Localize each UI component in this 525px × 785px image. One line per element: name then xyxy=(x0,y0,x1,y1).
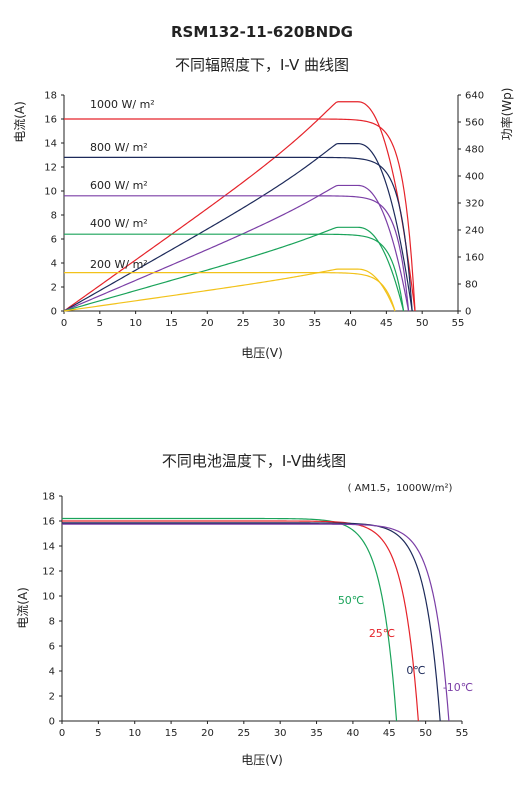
page-title: RSM132-11-620BNDG xyxy=(171,23,353,41)
c1-iv-curve-2 xyxy=(64,195,410,312)
c1-y2-tick-label: 640 xyxy=(465,91,484,102)
c1-x-tick-label: 30 xyxy=(273,318,286,329)
c1-y2-tick-label: 320 xyxy=(465,199,484,210)
c1-iv-curve-0 xyxy=(64,118,416,312)
c1-y-tick-label: 4 xyxy=(51,259,57,270)
c2-x-tick-label: 35 xyxy=(310,728,323,739)
c1-x-tick-label: 40 xyxy=(344,318,357,329)
chart2-x-axis-label: 电压(V) xyxy=(241,753,283,767)
c1-x-tick-label: 0 xyxy=(61,318,67,329)
c2-x-tick-label: 50 xyxy=(419,728,432,739)
c2-y-tick-label: 4 xyxy=(49,667,55,678)
c2-x-tick-label: 45 xyxy=(383,728,396,739)
c2-x-tick-label: 0 xyxy=(59,728,65,739)
c1-y-tick-label: 18 xyxy=(44,91,57,102)
c1-series-label-3: 400 W/ m² xyxy=(90,217,148,230)
c1-y2-tick-label: 0 xyxy=(465,307,471,318)
c1-y2-tick-label: 240 xyxy=(465,226,484,237)
c2-series-label-1: 25℃ xyxy=(369,627,395,640)
c2-iv-curve-0 xyxy=(62,517,398,722)
c1-x-tick-label: 55 xyxy=(452,318,465,329)
c1-x-tick-label: 10 xyxy=(129,318,142,329)
c1-iv-curve-4 xyxy=(64,272,396,312)
temperature-iv-chart: 不同电池温度下，I-V曲线图 ( AM1.5，1000W/m²) 0 5 10 15 2… xyxy=(16,452,473,767)
c1-y-tick-label: 2 xyxy=(51,283,57,294)
c1-y2-tick-label: 400 xyxy=(465,172,484,183)
c1-y-tick-label: 0 xyxy=(51,307,57,318)
c1-y-tick-label: 14 xyxy=(44,139,57,150)
c1-x-tick-label: 5 xyxy=(97,318,103,329)
c1-x-tick-label: 15 xyxy=(165,318,178,329)
c2-x-tick-label: 15 xyxy=(165,728,178,739)
c2-x-tick-label: 5 xyxy=(95,728,101,739)
c2-y-tick-label: 8 xyxy=(49,617,55,628)
c2-series-label-3: -10℃ xyxy=(443,681,473,694)
c2-y-tick-label: 12 xyxy=(42,567,55,578)
c1-power-curve-0 xyxy=(63,101,416,312)
irradiance-iv-chart: 不同辐照度下，I-V 曲线图 0 5 10 15 20 25 30 35 40 45 50 55024… xyxy=(13,56,514,360)
c1-iv-curve-3 xyxy=(64,233,405,312)
chart2-title: 不同电池温度下，I-V曲线图 xyxy=(162,452,346,470)
c1-iv-curve-1 xyxy=(64,156,413,312)
c2-y-tick-label: 0 xyxy=(49,717,55,728)
chart1-x-axis-label: 电压(V) xyxy=(241,346,283,360)
c1-x-tick-label: 50 xyxy=(416,318,429,329)
c1-y2-tick-label: 560 xyxy=(465,118,484,129)
c2-y-tick-label: 14 xyxy=(42,542,55,553)
c1-y-tick-label: 10 xyxy=(44,187,57,198)
c2-x-tick-label: 40 xyxy=(347,728,360,739)
chart1-y2-axis-label: 功率(Wp) xyxy=(499,88,514,141)
c1-y-tick-label: 6 xyxy=(51,235,57,246)
c1-x-tick-label: 25 xyxy=(237,318,250,329)
c2-x-tick-label: 55 xyxy=(456,728,469,739)
c1-y-tick-label: 12 xyxy=(44,163,57,174)
c2-x-tick-label: 25 xyxy=(237,728,250,739)
c2-series-label-0: 50℃ xyxy=(338,594,364,607)
c1-series-label-0: 1000 W/ m² xyxy=(90,98,155,111)
c1-y-tick-label: 8 xyxy=(51,211,57,222)
c1-power-curve-1 xyxy=(63,143,413,312)
c2-iv-curve-2 xyxy=(62,522,441,722)
c1-y-tick-label: 16 xyxy=(44,115,57,126)
c2-y-tick-label: 6 xyxy=(49,642,55,653)
c1-x-tick-label: 35 xyxy=(308,318,321,329)
c2-series-label-2: 0℃ xyxy=(406,664,425,677)
c1-y2-tick-label: 80 xyxy=(465,280,478,291)
c2-y-tick-label: 2 xyxy=(49,692,55,703)
chart1-title: 不同辐照度下，I-V 曲线图 xyxy=(175,56,349,74)
c1-power-curve-4 xyxy=(63,268,396,312)
c1-series-label-2: 600 W/ m² xyxy=(90,179,148,192)
c1-series-label-4: 200 W/ m² xyxy=(90,258,148,271)
c2-iv-curve-1 xyxy=(62,520,419,722)
chart2-y-axis-label: 电流(A) xyxy=(16,587,30,629)
c1-power-curve-2 xyxy=(63,184,410,312)
chart1-y-axis-label: 电流(A) xyxy=(13,101,27,143)
c2-y-tick-label: 16 xyxy=(42,517,55,528)
c1-power-curve-3 xyxy=(63,226,405,312)
c1-y2-tick-label: 480 xyxy=(465,145,484,156)
c2-iv-curve-3 xyxy=(62,523,450,722)
c1-series-label-1: 800 W/ m² xyxy=(90,141,148,154)
c1-x-tick-label: 20 xyxy=(201,318,214,329)
c2-y-tick-label: 10 xyxy=(42,592,55,603)
c2-x-tick-label: 30 xyxy=(274,728,287,739)
c2-x-tick-label: 20 xyxy=(201,728,214,739)
c1-y2-tick-label: 160 xyxy=(465,253,484,264)
chart2-annotation: ( AM1.5，1000W/m²) xyxy=(348,483,453,494)
c2-x-tick-label: 10 xyxy=(128,728,141,739)
c1-x-tick-label: 45 xyxy=(380,318,393,329)
c2-y-tick-label: 18 xyxy=(42,492,55,503)
